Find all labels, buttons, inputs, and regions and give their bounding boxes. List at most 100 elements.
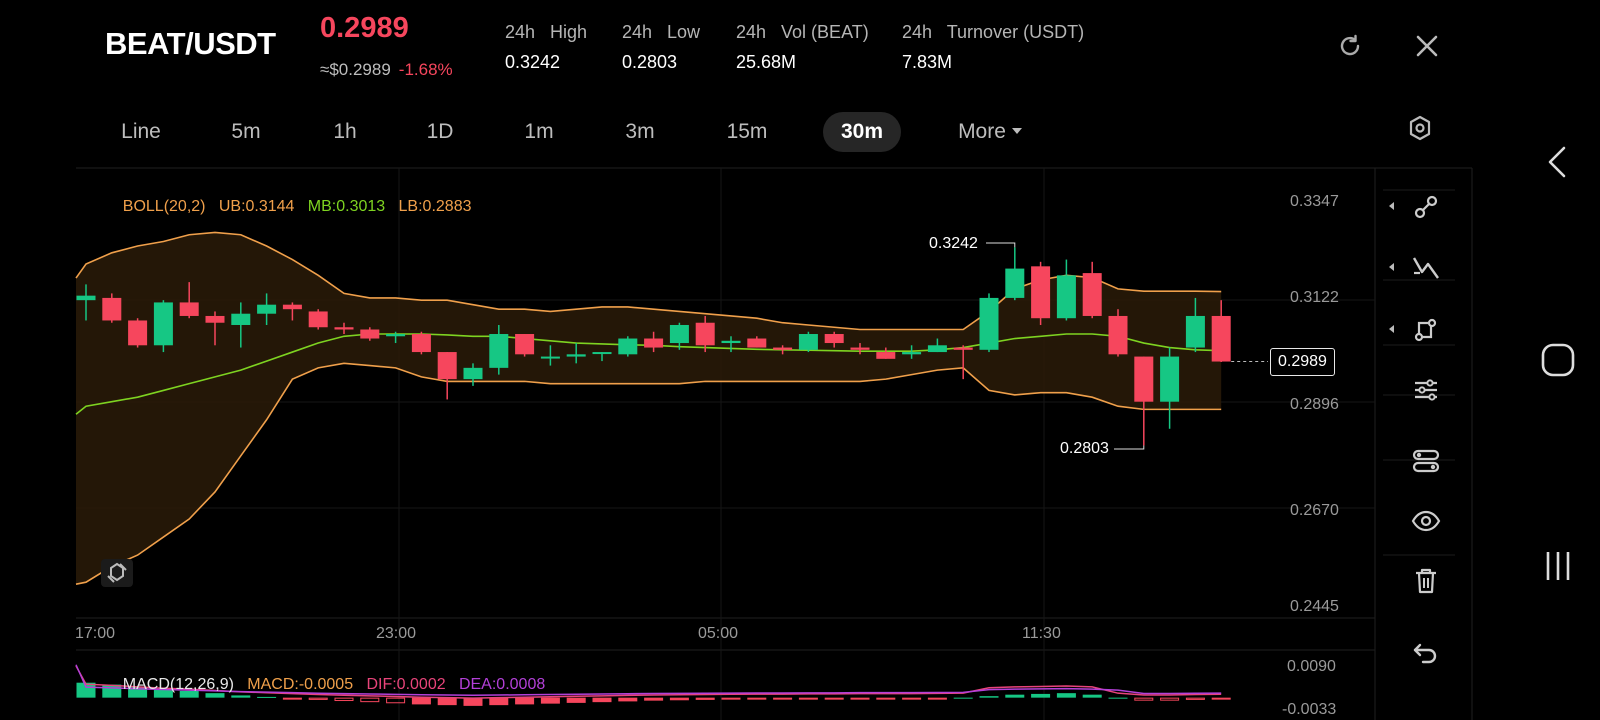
tab-3m[interactable]: 3m <box>625 120 655 143</box>
macd-bar-down <box>360 697 380 703</box>
candle-down <box>205 315 225 323</box>
price-tick: 0.3122 <box>1290 289 1339 306</box>
boll-lb: LB:0.2883 <box>398 198 472 215</box>
time-tick: 05:00 <box>698 625 739 642</box>
candle-up <box>1056 275 1076 319</box>
stat-label: 24h Vol (BEAT) <box>736 22 869 42</box>
macd-dea-line <box>75 664 1222 697</box>
candle-up <box>592 352 612 355</box>
macd-bar-up <box>76 682 96 698</box>
price-tick: 0.2670 <box>1290 502 1339 519</box>
macd-value: MACD:-0.0005 <box>247 676 354 693</box>
candle-up <box>566 354 586 357</box>
candle-up <box>257 304 277 314</box>
macd-bar-down <box>1160 697 1180 701</box>
macd-bar-up <box>979 696 999 698</box>
candle-up <box>1005 268 1025 298</box>
caret-down-icon <box>1011 128 1022 135</box>
candle-down <box>876 352 896 359</box>
tab-15m[interactable]: 15m <box>726 120 768 143</box>
candle-down <box>437 352 457 380</box>
back-nav-icon[interactable] <box>1542 142 1572 182</box>
stat-24h-high: 24h High 0.3242 <box>505 22 587 73</box>
tab-line[interactable]: Line <box>121 120 161 143</box>
macd-bar-down <box>876 697 896 700</box>
stat-value: 7.83M <box>902 52 953 72</box>
candle-down <box>128 320 148 346</box>
recents-nav-icon[interactable] <box>1540 548 1576 584</box>
visibility-icon[interactable] <box>1411 506 1441 536</box>
candle-down <box>747 338 767 348</box>
macd-legend: MACD(12,26,9) MACD:-0.0005 DIF:0.0002 DE… <box>105 658 545 712</box>
shape-tool-icon[interactable] <box>1411 315 1441 345</box>
tab-30m[interactable]: 30m <box>823 112 901 152</box>
candle-down <box>850 347 870 350</box>
bollinger-fill <box>76 232 1222 585</box>
candle-up <box>386 334 406 337</box>
macd-bar-down <box>566 697 586 703</box>
macd-bar-up <box>257 696 277 698</box>
chart-settings-icon[interactable] <box>1406 114 1434 142</box>
home-nav-icon[interactable] <box>1540 342 1576 378</box>
undo-icon[interactable] <box>1411 637 1441 667</box>
expand-caret-icon[interactable] <box>1389 325 1394 333</box>
candle-down <box>334 327 354 330</box>
candle-down <box>824 334 844 344</box>
candle-down <box>1211 315 1231 362</box>
pair-title[interactable]: BEAT/USDT <box>105 26 276 61</box>
bollinger-lower-line <box>75 362 1222 585</box>
expand-caret-icon[interactable] <box>1389 202 1394 210</box>
expand-chart-icon[interactable] <box>100 558 134 588</box>
macd-bar-up <box>1031 693 1051 698</box>
candle-up <box>618 338 638 355</box>
stat-label: 24h High <box>505 22 588 42</box>
macd-bar-up <box>1082 694 1102 698</box>
macd-panel <box>75 664 1231 706</box>
macd-bar-down <box>824 697 844 700</box>
candle-down <box>1031 266 1051 319</box>
indicator-settings-icon[interactable] <box>1411 375 1441 405</box>
last-price: 0.2989 <box>320 12 409 44</box>
candle-down <box>282 304 302 310</box>
candle-down <box>644 338 664 348</box>
candle-up <box>1185 315 1205 348</box>
macd-bar-down <box>850 697 870 700</box>
macd-bar-up <box>153 689 173 698</box>
line-tool-icon[interactable] <box>1411 192 1441 222</box>
macd-bar-down <box>927 697 947 700</box>
delete-icon[interactable] <box>1411 566 1441 596</box>
close-icon[interactable] <box>1413 32 1441 60</box>
candle-up <box>540 356 560 359</box>
candle-down <box>1108 315 1128 355</box>
expand-caret-icon[interactable] <box>1389 263 1394 271</box>
tab-1d[interactable]: 1D <box>426 120 454 143</box>
macd-tick: 0.0090 <box>1287 658 1336 675</box>
macd-bar-down <box>721 697 741 700</box>
price-tick: 0.3347 <box>1290 193 1339 210</box>
time-tick: 17:00 <box>75 625 116 642</box>
tab-5m[interactable]: 5m <box>231 120 261 143</box>
time-tick: 23:00 <box>376 625 417 642</box>
boll-name: BOLL(20,2) <box>122 198 206 215</box>
refresh-icon[interactable] <box>1336 32 1364 60</box>
last-price-tag[interactable]: 0.2989 <box>1270 348 1335 376</box>
tab-1m[interactable]: 1m <box>524 120 554 143</box>
candle-down <box>953 347 973 350</box>
macd-bar-up <box>953 697 973 699</box>
indicator-adjust-icon[interactable] <box>1411 446 1441 476</box>
candle-up <box>902 352 922 355</box>
stat-value: 0.2803 <box>622 52 678 72</box>
macd-bar-down <box>411 697 431 705</box>
tab-1h[interactable]: 1h <box>333 120 357 143</box>
boll-mb: MB:0.3013 <box>307 198 386 215</box>
candle-up <box>153 302 173 346</box>
trend-tool-icon[interactable] <box>1411 253 1441 283</box>
macd-bar-up <box>1108 697 1128 699</box>
macd-bar-down <box>1185 697 1205 700</box>
macd-bar-down <box>644 697 664 701</box>
low-price-label: 0.2803 <box>1060 440 1109 457</box>
candle-up <box>1160 356 1180 402</box>
tab-more[interactable]: More <box>948 112 1032 152</box>
